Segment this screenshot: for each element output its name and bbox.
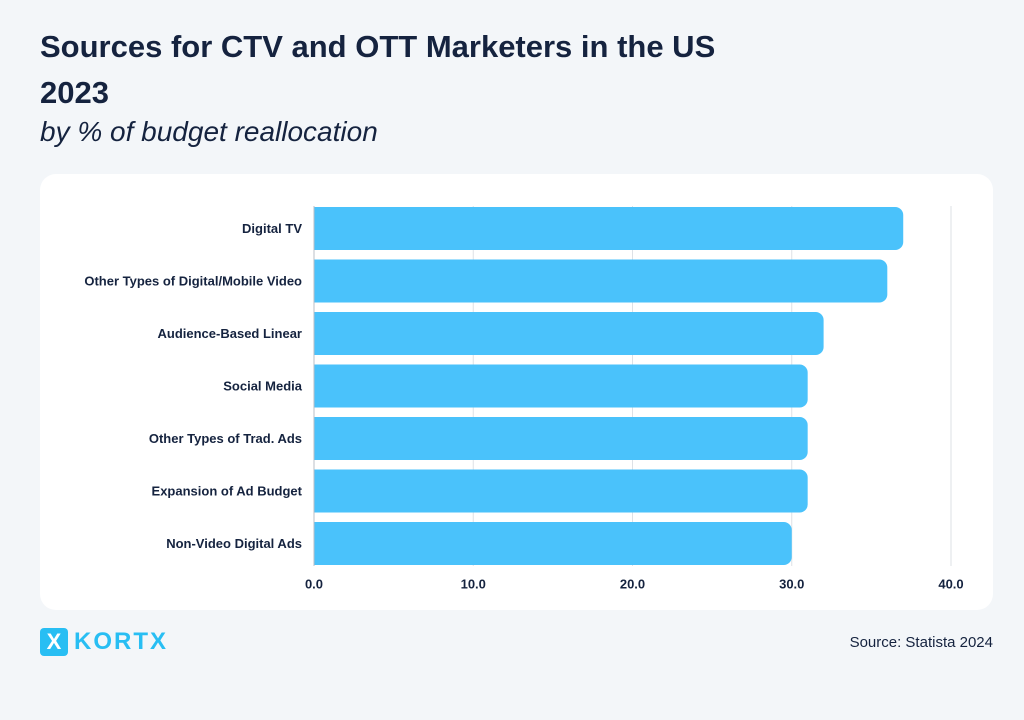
bar: [314, 417, 808, 460]
category-label: Other Types of Digital/Mobile Video: [84, 274, 302, 289]
bar: [314, 312, 824, 355]
chart-card: Digital TV Other Types of Digital/Mobile …: [40, 174, 993, 610]
bar: [314, 522, 792, 565]
logo-wordmark: KORTX: [74, 628, 168, 655]
category-label: Other Types of Trad. Ads: [149, 431, 302, 446]
x-tick-label: 40.0: [938, 577, 963, 592]
bar-base: [314, 469, 324, 513]
x-tick-label: 30.0: [779, 577, 804, 592]
bar-base: [314, 417, 324, 460]
category-label: Digital TV: [242, 221, 302, 236]
chart-title-line-1: Sources for CTV and OTT Marketers in the…: [40, 29, 716, 64]
x-tick-label: 0.0: [305, 577, 323, 592]
bar: [314, 207, 904, 250]
bar-base: [314, 259, 324, 303]
bar: [314, 259, 888, 303]
category-label: Social Media: [223, 379, 303, 394]
bar-base: [314, 312, 324, 355]
source-note: Source: Statista 2024: [849, 634, 993, 651]
bar-base: [314, 522, 324, 565]
bar: [314, 364, 808, 408]
chart-title-line-2: 2023: [40, 75, 109, 110]
category-label: Audience-Based Linear: [158, 326, 303, 341]
kortx-logo: X KORTX: [40, 628, 168, 656]
chart-subtitle: by % of budget reallocation: [40, 116, 378, 147]
bar-base: [314, 207, 324, 250]
category-label: Expansion of Ad Budget: [152, 484, 303, 499]
bar: [314, 469, 808, 513]
bar-chart: Digital TV Other Types of Digital/Mobile …: [84, 206, 964, 592]
x-tick-label: 10.0: [461, 577, 486, 592]
x-tick-label: 20.0: [620, 577, 645, 592]
logo-x-icon: X: [40, 628, 68, 656]
bar-base: [314, 364, 324, 408]
category-label: Non-Video Digital Ads: [166, 536, 302, 551]
chart-title: Sources for CTV and OTT Marketers in the…: [40, 24, 715, 116]
